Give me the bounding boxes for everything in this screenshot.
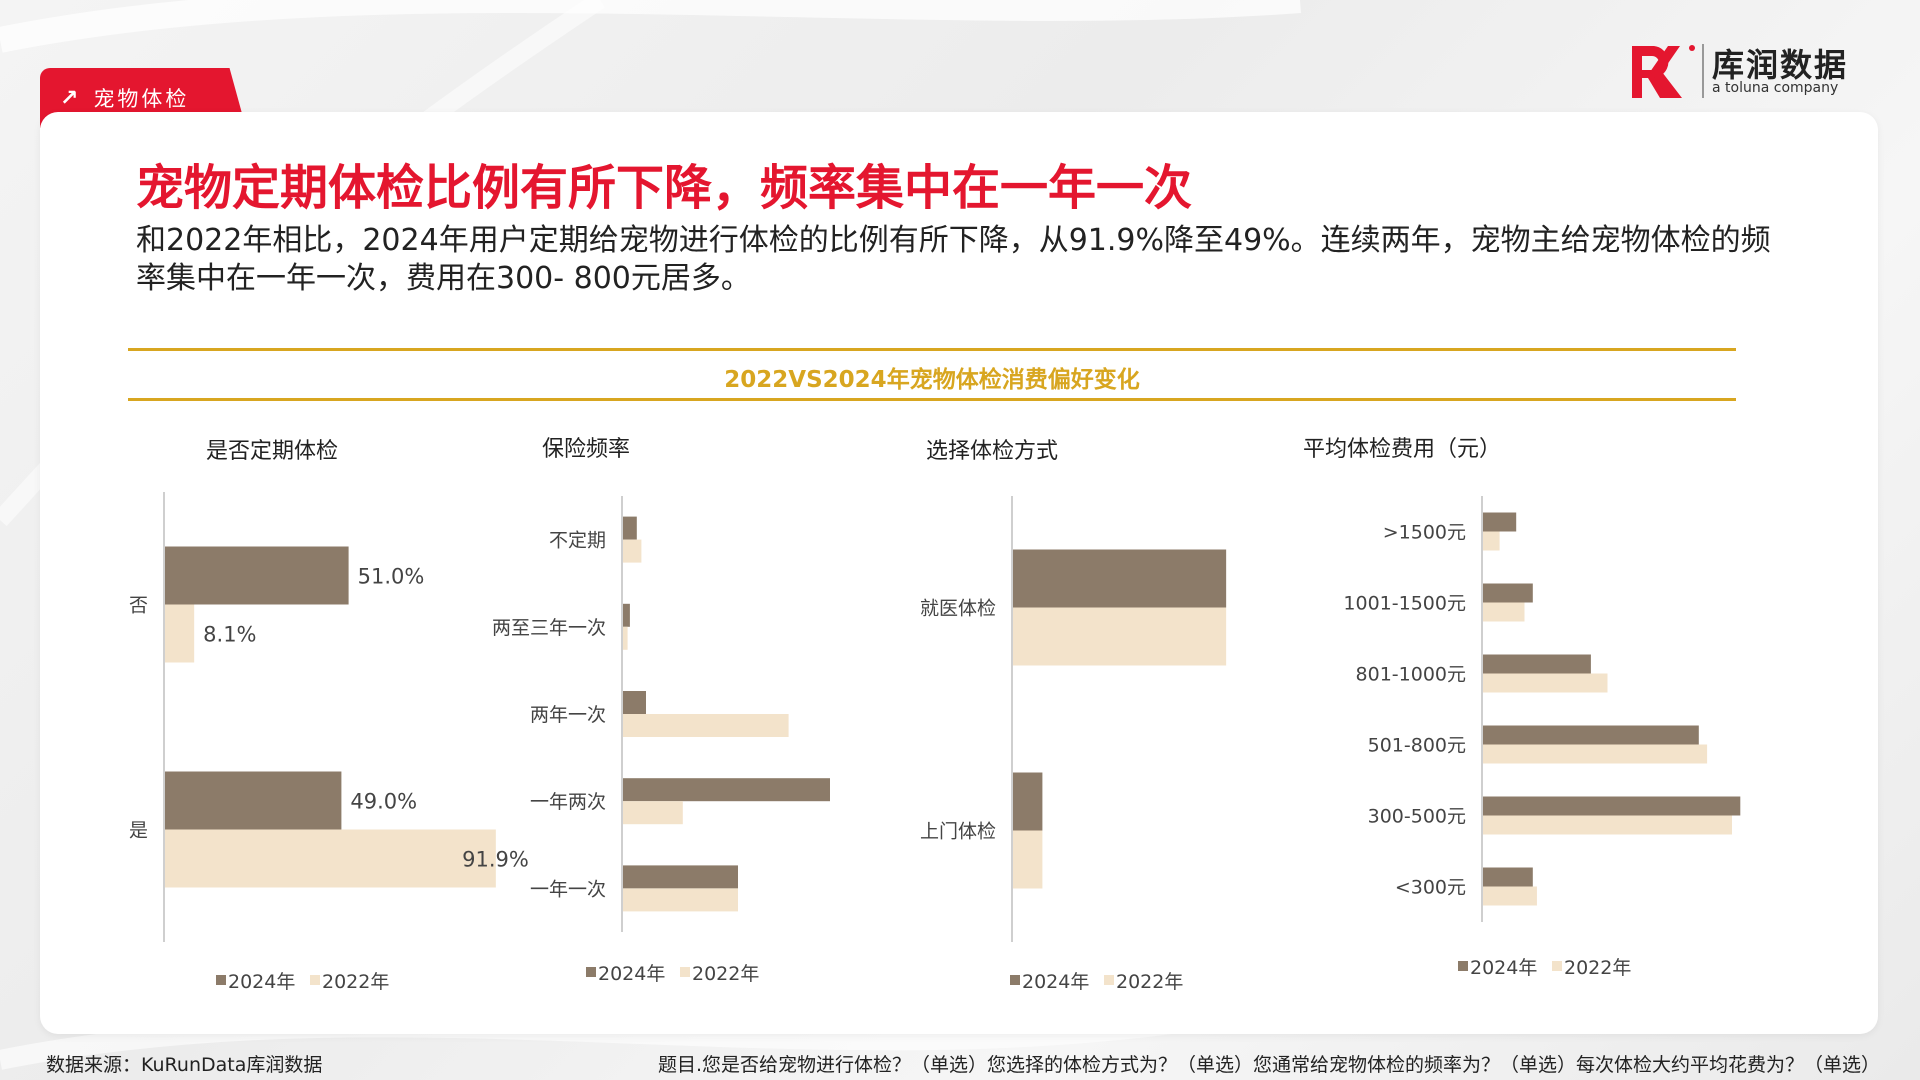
bar-2022年 bbox=[1483, 531, 1500, 551]
category-label: 是 bbox=[129, 820, 148, 842]
bar-2024年 bbox=[1483, 654, 1591, 674]
legend-swatch bbox=[216, 975, 226, 985]
bar-2022年 bbox=[1013, 830, 1043, 889]
page-title: 宠物定期体检比例有所下降，频率集中在一年一次 bbox=[136, 160, 1193, 216]
bar-2022年 bbox=[1483, 815, 1732, 835]
legend-label: 2022年 bbox=[322, 971, 389, 993]
bar-2024年 bbox=[1483, 512, 1517, 532]
category-label: <300元 bbox=[1395, 877, 1466, 899]
bar-2022年 bbox=[1013, 607, 1227, 666]
bar-2022年 bbox=[623, 888, 738, 912]
bar-2022年 bbox=[165, 829, 496, 888]
category-label: 两年一次 bbox=[530, 704, 606, 726]
bar-2024年 bbox=[623, 865, 738, 889]
legend-swatch bbox=[1010, 975, 1020, 985]
bar-2024年 bbox=[1483, 725, 1699, 745]
bar-2022年 bbox=[165, 604, 195, 663]
legend-swatch bbox=[310, 975, 320, 985]
data-label: 49.0% bbox=[350, 790, 417, 814]
legend-swatch bbox=[1552, 961, 1562, 971]
bar-2024年 bbox=[623, 691, 646, 714]
logo-subtitle: a toluna company bbox=[1712, 80, 1839, 96]
data-label: 51.0% bbox=[358, 565, 425, 589]
chart-title: 是否定期体检 bbox=[206, 439, 338, 464]
legend-swatch bbox=[680, 967, 690, 977]
bar-2022年 bbox=[623, 801, 683, 825]
legend-swatch bbox=[1458, 961, 1468, 971]
chart-title: 选择体检方式 bbox=[926, 439, 1058, 464]
bar-2022年 bbox=[623, 714, 789, 737]
bar-2024年 bbox=[623, 516, 637, 540]
bar-2024年 bbox=[623, 778, 830, 802]
bar-2024年 bbox=[623, 603, 630, 627]
bar-2022年 bbox=[1483, 673, 1608, 693]
bar-2024年 bbox=[1483, 867, 1533, 887]
bar-2024年 bbox=[1483, 583, 1533, 603]
legend-swatch bbox=[1104, 975, 1114, 985]
chart-banner-title: 2022VS2024年宠物体检消费偏好变化 bbox=[724, 367, 1140, 393]
legend-label: 2024年 bbox=[598, 963, 665, 985]
logo-name: 库润数据 bbox=[1712, 46, 1849, 84]
category-label: 501-800元 bbox=[1368, 735, 1466, 757]
bar-2022年 bbox=[1483, 744, 1708, 764]
page-description: 和2022年相比，2024年用户定期给宠物进行体检的比例有所下降，从91.9%降… bbox=[136, 223, 1771, 296]
category-label: 801-1000元 bbox=[1356, 664, 1466, 686]
data-source: 数据来源：KuRunData库润数据 bbox=[46, 1054, 323, 1076]
category-label: 一年两次 bbox=[530, 791, 606, 813]
category-label: 不定期 bbox=[549, 530, 606, 552]
category-label: 上门体检 bbox=[920, 821, 996, 843]
section-tab-label: 宠物体检 bbox=[93, 87, 190, 111]
bar-2022年 bbox=[1483, 886, 1537, 906]
bar-2024年 bbox=[1013, 772, 1043, 831]
legend-label: 2022年 bbox=[1116, 971, 1183, 993]
data-label: 91.9% bbox=[462, 848, 529, 872]
bar-2022年 bbox=[1483, 602, 1525, 622]
bar-2022年 bbox=[623, 539, 642, 563]
kurun-logo-icon bbox=[1632, 44, 1704, 98]
bar-2022年 bbox=[623, 626, 628, 650]
category-label: >1500元 bbox=[1383, 522, 1466, 544]
banner-bottom-rule bbox=[128, 398, 1736, 401]
bar-2024年 bbox=[165, 771, 342, 830]
category-label: 一年一次 bbox=[530, 878, 606, 900]
category-label: 就医体检 bbox=[920, 598, 996, 620]
survey-questions: 题目.您是否给宠物进行体检？（单选）您选择的体检方式为？（单选）您通常给宠物体检… bbox=[657, 1054, 1880, 1076]
category-label: 否 bbox=[129, 595, 148, 617]
chart-title: 平均体检费用（元） bbox=[1303, 437, 1501, 462]
bar-2024年 bbox=[1483, 796, 1741, 816]
bar-2024年 bbox=[1013, 549, 1227, 608]
chart-title: 保险频率 bbox=[542, 437, 630, 462]
legend-label: 2022年 bbox=[1564, 957, 1631, 979]
arrow-up-right-icon: ↗ bbox=[60, 85, 82, 111]
category-label: 300-500元 bbox=[1368, 806, 1466, 828]
category-label: 1001-1500元 bbox=[1343, 593, 1466, 615]
category-label: 两至三年一次 bbox=[492, 617, 606, 639]
legend-label: 2024年 bbox=[1022, 971, 1089, 993]
legend-swatch bbox=[586, 967, 596, 977]
legend-label: 2022年 bbox=[692, 963, 759, 985]
legend-label: 2024年 bbox=[1470, 957, 1537, 979]
legend-label: 2024年 bbox=[228, 971, 295, 993]
banner-top-rule bbox=[128, 348, 1736, 351]
data-label: 8.1% bbox=[203, 623, 256, 647]
bar-2024年 bbox=[165, 546, 349, 605]
